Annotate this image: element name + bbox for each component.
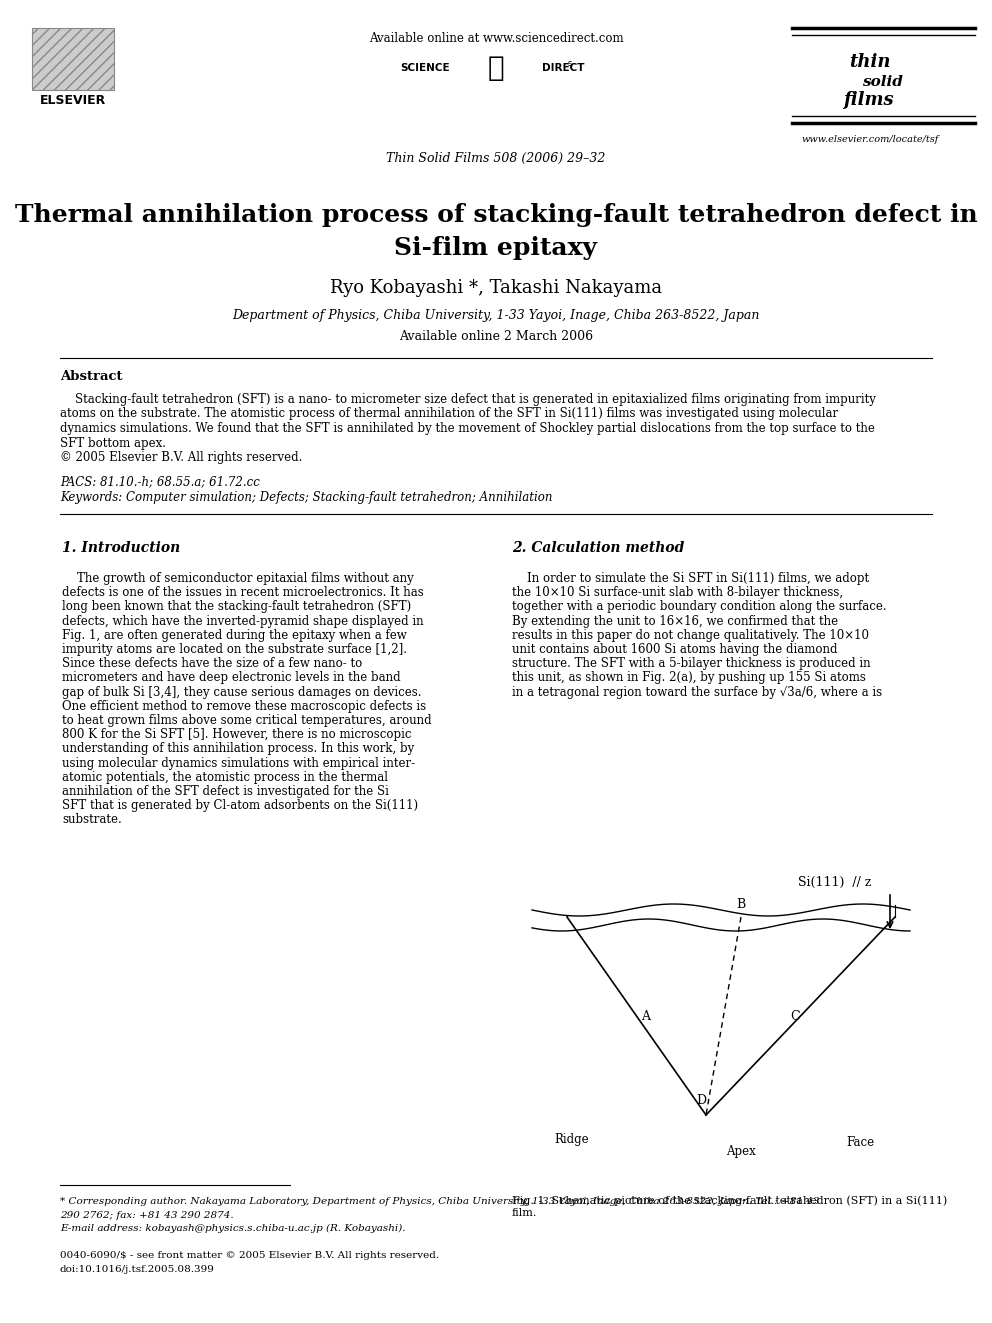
Text: www.elsevier.com/locate/tsf: www.elsevier.com/locate/tsf <box>802 135 938 144</box>
Text: atomic potentials, the atomistic process in the thermal: atomic potentials, the atomistic process… <box>62 771 388 783</box>
Text: In order to simulate the Si SFT in Si(111) films, we adopt: In order to simulate the Si SFT in Si(11… <box>512 572 869 585</box>
Text: in a tetragonal region toward the surface by √3a/6, where a is: in a tetragonal region toward the surfac… <box>512 685 882 699</box>
Text: thin: thin <box>849 53 891 71</box>
Text: impurity atoms are located on the substrate surface [1,2].: impurity atoms are located on the substr… <box>62 643 407 656</box>
Text: the 10×10 Si surface-unit slab with 8-bilayer thickness,: the 10×10 Si surface-unit slab with 8-bi… <box>512 586 843 599</box>
Text: C: C <box>791 1009 800 1023</box>
Text: Fig. 1, are often generated during the epitaxy when a few: Fig. 1, are often generated during the e… <box>62 628 407 642</box>
Text: unit contains about 1600 Si atoms having the diamond: unit contains about 1600 Si atoms having… <box>512 643 837 656</box>
Text: films: films <box>842 91 894 108</box>
Text: structure. The SFT with a 5-bilayer thickness is produced in: structure. The SFT with a 5-bilayer thic… <box>512 658 871 671</box>
Bar <box>32 28 114 90</box>
Text: Abstract: Abstract <box>60 369 122 382</box>
Text: SCIENCE: SCIENCE <box>401 64 450 73</box>
Text: doi:10.1016/j.tsf.2005.08.399: doi:10.1016/j.tsf.2005.08.399 <box>60 1265 215 1274</box>
Text: solid: solid <box>862 75 903 89</box>
Text: 2. Calculation method: 2. Calculation method <box>512 541 684 556</box>
Text: 0040-6090/$ - see front matter © 2005 Elsevier B.V. All rights reserved.: 0040-6090/$ - see front matter © 2005 El… <box>60 1252 439 1259</box>
Text: annihilation of the SFT defect is investigated for the Si: annihilation of the SFT defect is invest… <box>62 785 389 798</box>
Bar <box>512 860 930 1180</box>
Text: defects, which have the inverted-pyramid shape displayed in: defects, which have the inverted-pyramid… <box>62 615 424 627</box>
Text: dynamics simulations. We found that the SFT is annihilated by the movement of Sh: dynamics simulations. We found that the … <box>60 422 875 435</box>
Text: Since these defects have the size of a few nano- to: Since these defects have the size of a f… <box>62 658 362 671</box>
Text: E-mail address: kobayash@physics.s.chiba-u.ac.jp (R. Kobayashi).: E-mail address: kobayash@physics.s.chiba… <box>60 1224 406 1233</box>
Text: 1. Introduction: 1. Introduction <box>62 541 181 556</box>
Text: understanding of this annihilation process. In this work, by: understanding of this annihilation proce… <box>62 742 415 755</box>
Text: Apex: Apex <box>726 1146 756 1159</box>
Text: Thermal annihilation process of stacking-fault tetrahedron defect in: Thermal annihilation process of stacking… <box>15 202 977 228</box>
Text: long been known that the stacking-fault tetrahedron (SFT): long been known that the stacking-fault … <box>62 601 412 614</box>
Text: Face: Face <box>846 1135 874 1148</box>
Text: Department of Physics, Chiba University, 1-33 Yayoi, Inage, Chiba 263-8522, Japa: Department of Physics, Chiba University,… <box>232 308 760 321</box>
Text: A: A <box>642 1009 651 1023</box>
Text: s: s <box>568 58 572 67</box>
Text: to heat grown films above some critical temperatures, around: to heat grown films above some critical … <box>62 714 432 728</box>
Text: Stacking-fault tetrahedron (SFT) is a nano- to micrometer size defect that is ge: Stacking-fault tetrahedron (SFT) is a na… <box>60 393 876 406</box>
Text: DIRECT: DIRECT <box>542 64 584 73</box>
Text: Thin Solid Films 508 (2006) 29–32: Thin Solid Films 508 (2006) 29–32 <box>386 152 606 164</box>
Text: ELSEVIER: ELSEVIER <box>40 94 106 106</box>
Text: ⓐ: ⓐ <box>488 54 504 82</box>
Text: atoms on the substrate. The atomistic process of thermal annihilation of the SFT: atoms on the substrate. The atomistic pr… <box>60 407 838 421</box>
Text: Available online at www.sciencedirect.com: Available online at www.sciencedirect.co… <box>369 32 623 45</box>
Text: SFT bottom apex.: SFT bottom apex. <box>60 437 166 450</box>
Text: B: B <box>736 898 746 912</box>
Text: Keywords: Computer simulation; Defects; Stacking-fault tetrahedron; Annihilation: Keywords: Computer simulation; Defects; … <box>60 491 553 504</box>
Text: * Corresponding author. Nakayama Laboratory, Department of Physics, Chiba Univer: * Corresponding author. Nakayama Laborat… <box>60 1197 819 1207</box>
Text: Ridge: Ridge <box>555 1134 589 1147</box>
Text: D: D <box>696 1094 706 1106</box>
Text: PACS: 81.10.-h; 68.55.a; 61.72.cc: PACS: 81.10.-h; 68.55.a; 61.72.cc <box>60 475 260 488</box>
Text: The growth of semiconductor epitaxial films without any: The growth of semiconductor epitaxial fi… <box>62 572 414 585</box>
Text: using molecular dynamics simulations with empirical inter-: using molecular dynamics simulations wit… <box>62 757 415 770</box>
Text: substrate.: substrate. <box>62 814 122 827</box>
Text: SFT that is generated by Cl-atom adsorbents on the Si(111): SFT that is generated by Cl-atom adsorbe… <box>62 799 418 812</box>
Text: 800 K for the Si SFT [5]. However, there is no microscopic: 800 K for the Si SFT [5]. However, there… <box>62 728 412 741</box>
Text: film.: film. <box>512 1208 538 1218</box>
Text: Available online 2 March 2006: Available online 2 March 2006 <box>399 329 593 343</box>
Text: Si(111)  // z: Si(111) // z <box>799 876 872 889</box>
Text: defects is one of the issues in recent microelectronics. It has: defects is one of the issues in recent m… <box>62 586 424 599</box>
Text: results in this paper do not change qualitatively. The 10×10: results in this paper do not change qual… <box>512 628 869 642</box>
Text: One efficient method to remove these macroscopic defects is: One efficient method to remove these mac… <box>62 700 427 713</box>
Text: together with a periodic boundary condition along the surface.: together with a periodic boundary condit… <box>512 601 887 614</box>
Text: micrometers and have deep electronic levels in the band: micrometers and have deep electronic lev… <box>62 671 401 684</box>
Text: Fig. 1. Schematic picture of the stacking-fault tetrahedron (SFT) in a Si(111): Fig. 1. Schematic picture of the stackin… <box>512 1195 947 1205</box>
Text: this unit, as shown in Fig. 2(a), by pushing up 155 Si atoms: this unit, as shown in Fig. 2(a), by pus… <box>512 671 866 684</box>
Text: gap of bulk Si [3,4], they cause serious damages on devices.: gap of bulk Si [3,4], they cause serious… <box>62 685 422 699</box>
Text: © 2005 Elsevier B.V. All rights reserved.: © 2005 Elsevier B.V. All rights reserved… <box>60 451 303 464</box>
Text: Ryo Kobayashi *, Takashi Nakayama: Ryo Kobayashi *, Takashi Nakayama <box>330 279 662 296</box>
Text: Si-film epitaxy: Si-film epitaxy <box>395 235 597 261</box>
Text: By extending the unit to 16×16, we confirmed that the: By extending the unit to 16×16, we confi… <box>512 615 838 627</box>
Text: 290 2762; fax: +81 43 290 2874.: 290 2762; fax: +81 43 290 2874. <box>60 1211 234 1220</box>
